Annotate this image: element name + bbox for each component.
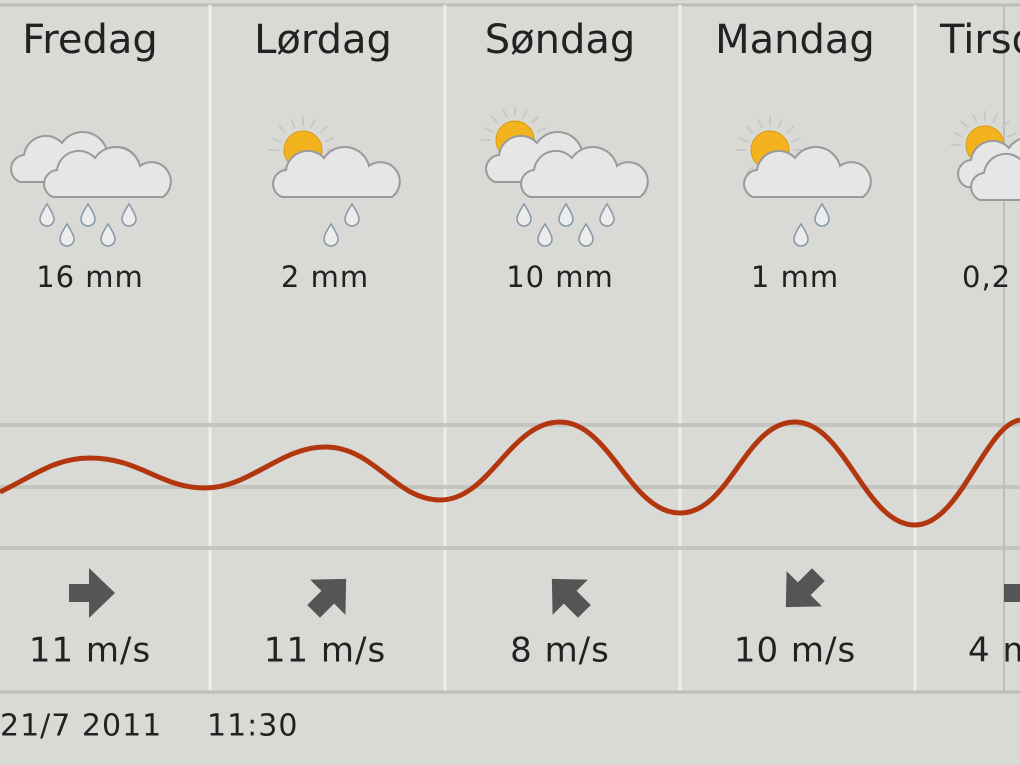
wind-speed: 10 m/s [734, 631, 856, 671]
precipitation: 16 mm 2 mm 10 mm 1 mm 0,2 mm [36, 260, 1020, 294]
weather-icon-fredag [10, 130, 172, 247]
wind-speeds: 11 m/s 11 m/s 8 m/s 10 m/s 4 m/s [29, 631, 1020, 671]
day-name: Tirsdag [939, 17, 1020, 63]
day-name: Fredag [22, 17, 158, 63]
precipitation-value: 0,2 mm [962, 260, 1020, 294]
wind-arrow [69, 568, 115, 618]
precipitation-value: 1 mm [751, 260, 839, 294]
day-name: Mandag [715, 17, 875, 63]
wind-arrow [295, 561, 364, 630]
wind-speed: 8 m/s [510, 631, 610, 671]
weather-icon-mandag [735, 115, 872, 247]
wind-speed: 4 m/s [968, 631, 1020, 671]
weather-icon-lordag [268, 115, 401, 247]
wind-arrow [768, 556, 837, 625]
footer-time: 11:30 [207, 709, 298, 744]
weather-icon-tirsdag [950, 110, 1020, 201]
wind-arrow [1004, 568, 1020, 618]
precipitation-value: 2 mm [281, 260, 369, 294]
wind-speed: 11 m/s [29, 631, 151, 671]
day-name: Søndag [485, 17, 636, 63]
frame [0, 3, 1020, 694]
precipitation-value: 10 mm [506, 260, 614, 294]
weather-icon-sondag [480, 105, 649, 247]
wind-speed: 11 m/s [264, 631, 386, 671]
day-names: Fredag Lørdag Søndag Mandag Tirsdag [22, 17, 1020, 63]
day-name: Lørdag [254, 17, 392, 63]
precipitation-value: 16 mm [36, 260, 144, 294]
temperature-curve [0, 417, 1020, 528]
footer-date: 21/7 2011 [0, 709, 162, 744]
wind-arrow [534, 561, 603, 630]
